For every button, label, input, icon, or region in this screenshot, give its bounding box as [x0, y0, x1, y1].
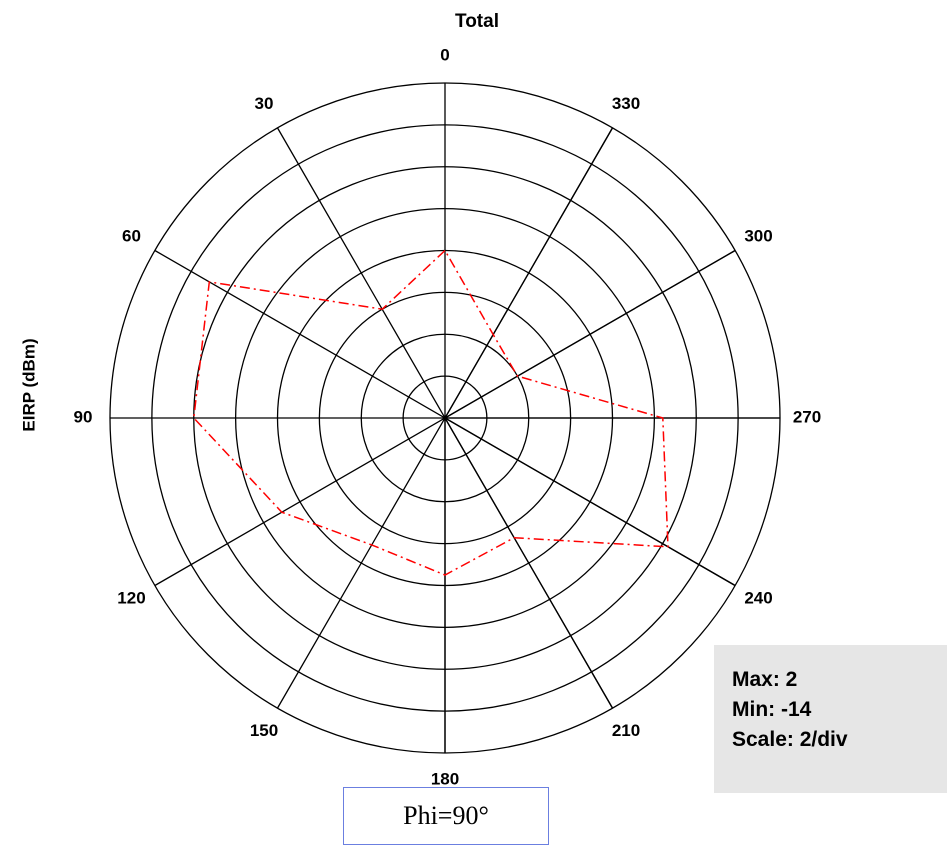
angle-tick-label: 270	[793, 407, 821, 426]
angle-tick-label: 210	[612, 721, 640, 740]
angle-tick-label: 120	[117, 588, 145, 607]
annotation: Scale: 2/div	[732, 728, 848, 751]
chart-title: Total	[455, 11, 499, 32]
angle-tick-label: 240	[744, 588, 772, 607]
angle-tick-label: 300	[744, 226, 772, 245]
annotation: Min: -14	[732, 698, 812, 721]
spoke	[444, 417, 614, 709]
annotation: Max: 2	[732, 668, 798, 691]
angle-tick-label: 30	[255, 94, 274, 113]
angle-tick-label: 60	[122, 226, 141, 245]
angle-tick-label: 180	[431, 769, 459, 788]
spoke	[444, 249, 736, 419]
angle-tick-label: 0	[440, 45, 449, 64]
info-box: Max: 2 Min: -14 Scale: 2/div	[714, 645, 947, 793]
spoke	[444, 417, 736, 587]
spoke	[444, 127, 614, 419]
data-line	[193, 249, 669, 576]
angle-tick-label: 330	[612, 94, 640, 113]
angle-tick-label: 150	[250, 721, 278, 740]
axis-label: EIRP (dBm)	[19, 338, 38, 431]
angle-tick-label: 90	[74, 407, 93, 426]
subtitle: Phi=90°	[343, 787, 549, 845]
